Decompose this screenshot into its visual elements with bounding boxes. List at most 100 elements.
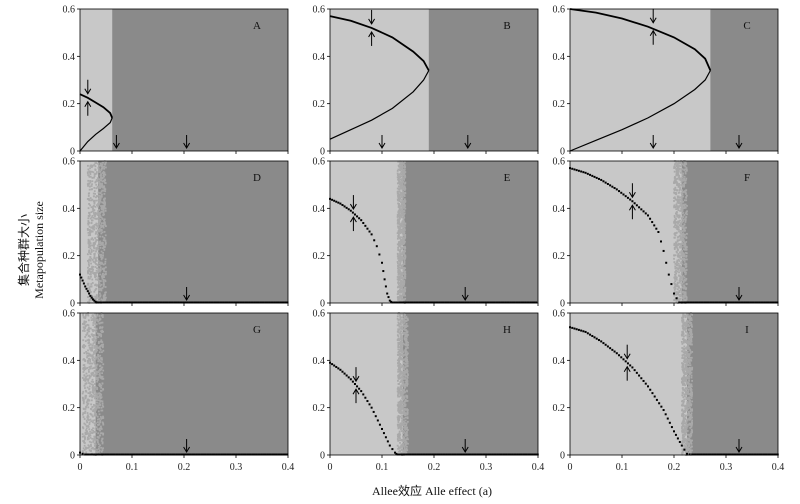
simulation-point: [589, 173, 592, 176]
noise-point: [400, 192, 403, 195]
noise-point: [399, 273, 402, 275]
noise-point: [99, 429, 101, 432]
noise-point: [402, 257, 404, 260]
noise-point: [682, 396, 685, 399]
simulation-point: [407, 301, 410, 304]
noise-point: [398, 242, 401, 245]
noise-point: [684, 350, 687, 353]
noise-point: [103, 283, 105, 286]
noise-point: [674, 166, 677, 169]
noise-point: [90, 185, 93, 187]
simulation-point: [124, 453, 127, 456]
noise-point: [684, 352, 686, 355]
noise-point: [89, 252, 92, 255]
noise-point: [404, 414, 406, 417]
noise-point: [95, 413, 97, 415]
noise-point: [399, 286, 401, 288]
noise-point: [85, 372, 88, 375]
noise-point: [679, 264, 681, 267]
noise-point: [91, 244, 93, 247]
noise-point: [104, 262, 107, 265]
panel-i: 00.20.40.60 0.1 0.2 0.3 0.4I: [553, 309, 785, 474]
noise-point: [402, 351, 405, 354]
noise-point: [401, 414, 404, 417]
simulation-point: [200, 453, 203, 456]
noise-point: [682, 227, 685, 230]
noise-point: [93, 252, 96, 255]
noise-point: [101, 218, 104, 220]
noise-point: [401, 259, 403, 262]
noise-point: [399, 172, 402, 175]
noise-point: [95, 294, 98, 296]
noise-point: [397, 205, 400, 207]
noise-point: [689, 399, 692, 402]
noise-point: [690, 426, 693, 428]
simulation-point: [571, 167, 574, 170]
noise-point: [92, 330, 94, 333]
simulation-point: [347, 376, 350, 379]
noise-point: [399, 450, 401, 453]
noise-point: [690, 424, 693, 427]
noise-point: [101, 358, 103, 361]
noise-point: [401, 172, 404, 175]
noise-point: [399, 331, 402, 334]
simulation-point: [606, 182, 609, 185]
noise-point: [403, 327, 406, 330]
simulation-point: [687, 301, 690, 304]
noise-point: [680, 294, 683, 297]
simulation-point: [411, 301, 414, 304]
y-tick-label: 0.2: [313, 251, 326, 262]
noise-point: [402, 376, 405, 379]
noise-point: [86, 172, 89, 175]
noise-point: [399, 226, 402, 229]
noise-point: [402, 218, 405, 221]
noise-point: [685, 355, 688, 358]
noise-point: [398, 267, 401, 269]
simulation-point: [131, 453, 134, 456]
noise-point: [687, 392, 690, 395]
noise-point: [94, 205, 97, 208]
noise-point: [407, 442, 409, 445]
simulation-point: [169, 453, 172, 456]
simulation-point: [514, 453, 517, 456]
noise-point: [402, 449, 405, 452]
noise-point: [84, 380, 87, 382]
noise-point: [83, 359, 86, 361]
simulation-point: [386, 440, 389, 443]
noise-point: [691, 335, 694, 338]
down-arrow-head: [649, 142, 657, 149]
noise-point: [399, 239, 402, 242]
noise-point: [685, 167, 688, 169]
noise-point: [674, 234, 677, 237]
noise-point: [98, 194, 101, 197]
noise-point: [91, 267, 94, 270]
noise-point: [679, 275, 682, 278]
noise-point: [680, 180, 683, 182]
simulation-point: [220, 453, 223, 456]
noise-point: [675, 250, 678, 253]
noise-point: [396, 172, 399, 175]
simulation-point: [680, 301, 683, 304]
noise-point: [99, 254, 101, 256]
noise-point: [685, 448, 688, 451]
simulation-point: [251, 301, 254, 304]
noise-point: [396, 354, 399, 356]
noise-point: [97, 410, 100, 413]
noise-point: [403, 422, 406, 424]
noise-point: [687, 418, 690, 421]
noise-point: [676, 299, 679, 302]
noise-point: [88, 387, 91, 390]
noise-point: [93, 317, 96, 320]
noise-point: [400, 327, 402, 330]
noise-point: [400, 333, 402, 335]
noise-point: [93, 175, 96, 177]
noise-point: [404, 449, 406, 452]
noise-point: [681, 221, 684, 224]
noise-point: [402, 451, 404, 454]
noise-point: [683, 175, 686, 178]
simulation-point: [84, 285, 87, 288]
noise-point: [91, 432, 94, 434]
simulation-point: [473, 301, 476, 304]
noise-point: [403, 288, 405, 291]
noise-point: [685, 368, 688, 371]
